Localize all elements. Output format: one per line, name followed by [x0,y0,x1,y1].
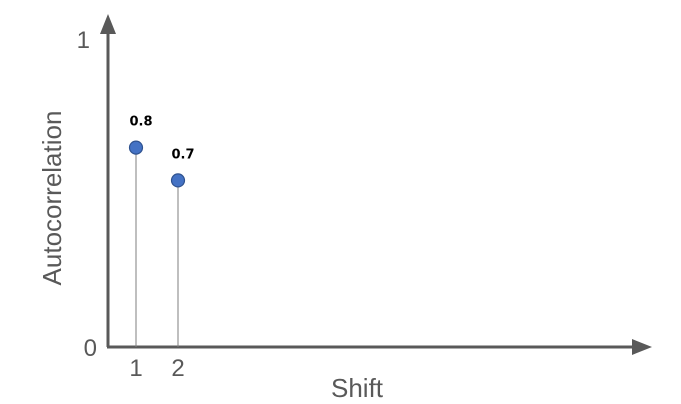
y-axis [100,14,116,347]
data-points [128,140,186,188]
y-tick-labels: 1 0 [77,27,97,362]
data-point [170,173,186,188]
y-tick-label-bottom: 0 [84,335,97,362]
x-axis [107,339,652,355]
data-labels: 0.8 0.7 [129,115,194,163]
y-axis-title: Autocorrelation [37,111,67,286]
x-axis-title: Shift [331,373,384,403]
data-point [128,140,144,155]
y-axis-arrowhead [100,14,116,34]
data-label: 0.7 [171,147,194,162]
y-tick-label-top: 1 [77,27,90,54]
stems [135,147,179,347]
x-tick-label: 1 [129,355,142,382]
data-label: 0.8 [129,115,152,130]
x-tick-label: 2 [171,355,184,382]
x-axis-arrowhead [632,339,652,355]
